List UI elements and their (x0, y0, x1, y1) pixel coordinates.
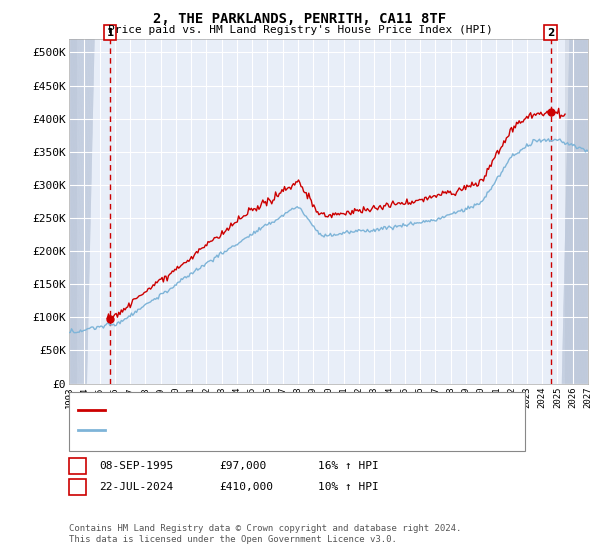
Text: 08-SEP-1995: 08-SEP-1995 (99, 461, 173, 471)
Text: £97,000: £97,000 (219, 461, 266, 471)
Text: 2: 2 (547, 28, 554, 38)
Text: 1: 1 (74, 461, 81, 471)
Text: Price paid vs. HM Land Registry's House Price Index (HPI): Price paid vs. HM Land Registry's House … (107, 25, 493, 35)
Text: HPI: Average price, detached house, Westmorland and Furness: HPI: Average price, detached house, West… (109, 425, 478, 435)
Text: 2, THE PARKLANDS, PENRITH, CA11 8TF: 2, THE PARKLANDS, PENRITH, CA11 8TF (154, 12, 446, 26)
Text: 16% ↑ HPI: 16% ↑ HPI (318, 461, 379, 471)
Text: £410,000: £410,000 (219, 482, 273, 492)
Text: 1: 1 (106, 28, 113, 38)
Text: 2: 2 (74, 482, 81, 492)
Text: 10% ↑ HPI: 10% ↑ HPI (318, 482, 379, 492)
Polygon shape (69, 39, 77, 384)
Polygon shape (565, 39, 588, 384)
Text: 22-JUL-2024: 22-JUL-2024 (99, 482, 173, 492)
Text: Contains HM Land Registry data © Crown copyright and database right 2024.: Contains HM Land Registry data © Crown c… (69, 524, 461, 533)
Text: This data is licensed under the Open Government Licence v3.0.: This data is licensed under the Open Gov… (69, 534, 397, 544)
Text: 2, THE PARKLANDS, PENRITH, CA11 8TF (detached house): 2, THE PARKLANDS, PENRITH, CA11 8TF (det… (109, 405, 434, 415)
